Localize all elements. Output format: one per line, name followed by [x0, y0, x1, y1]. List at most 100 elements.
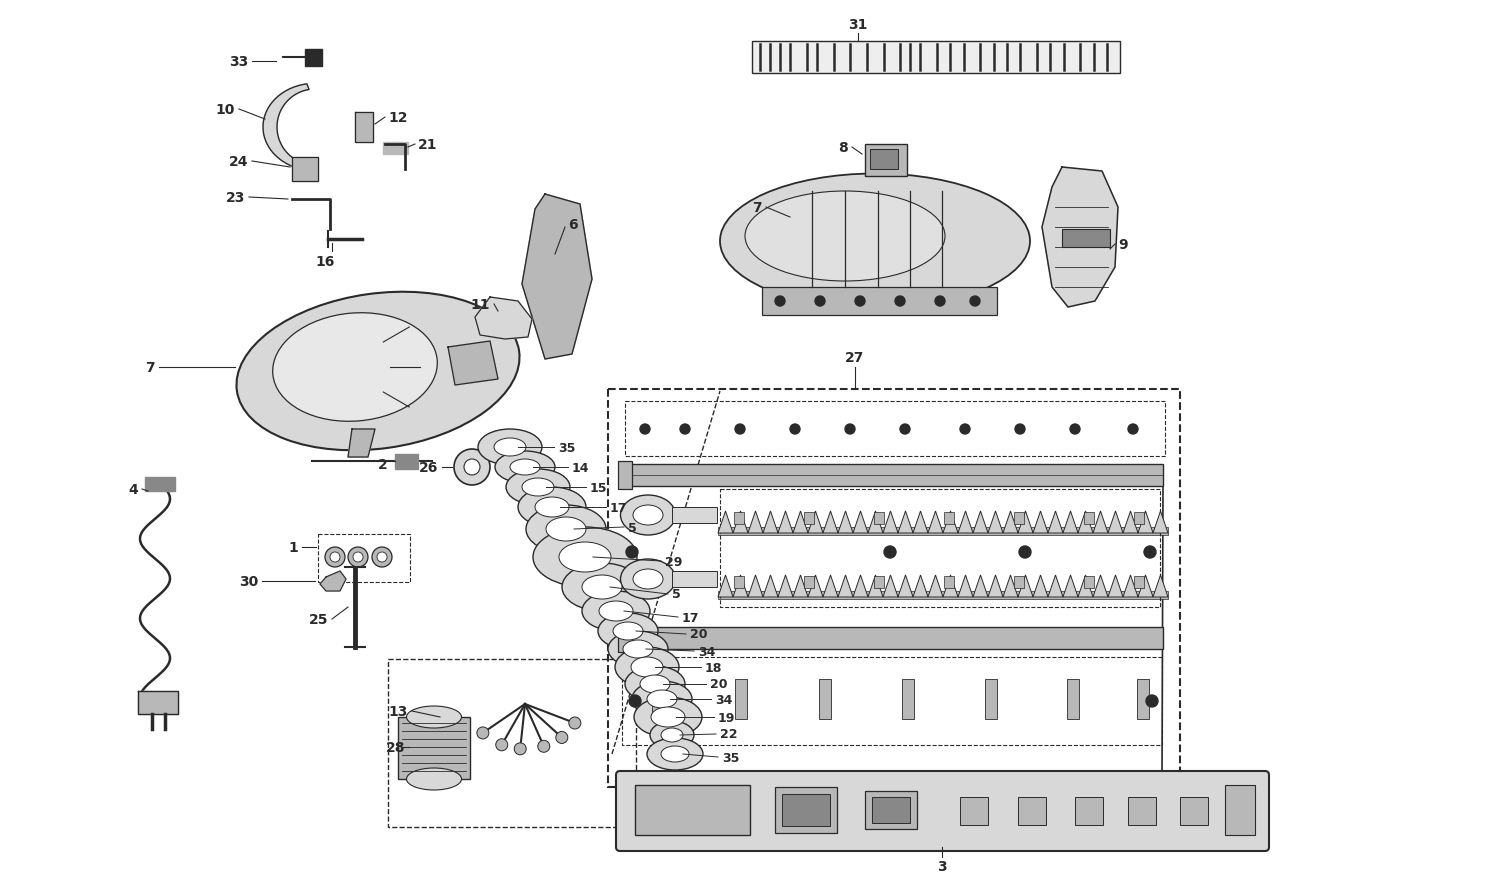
Polygon shape: [292, 158, 318, 181]
Ellipse shape: [608, 631, 668, 667]
Ellipse shape: [532, 527, 638, 587]
Polygon shape: [1154, 511, 1168, 534]
Text: 24: 24: [228, 155, 248, 169]
Polygon shape: [1124, 576, 1138, 597]
Polygon shape: [884, 511, 898, 534]
Polygon shape: [356, 113, 374, 143]
Circle shape: [1144, 546, 1156, 559]
Bar: [902, 679, 914, 719]
Bar: [1076, 797, 1102, 825]
Circle shape: [884, 546, 896, 559]
Circle shape: [514, 743, 526, 755]
Bar: [944, 512, 954, 525]
Ellipse shape: [746, 192, 945, 282]
Ellipse shape: [720, 174, 1030, 309]
Text: 25: 25: [309, 612, 328, 627]
Polygon shape: [853, 576, 868, 597]
Ellipse shape: [598, 602, 633, 621]
Polygon shape: [824, 511, 839, 534]
Text: 16: 16: [315, 255, 334, 269]
Polygon shape: [778, 576, 794, 597]
Polygon shape: [808, 576, 824, 597]
Ellipse shape: [651, 707, 686, 727]
Circle shape: [1019, 546, 1031, 559]
Ellipse shape: [526, 505, 606, 553]
Polygon shape: [304, 50, 322, 67]
Circle shape: [815, 297, 825, 307]
Bar: [1128, 797, 1156, 825]
Polygon shape: [794, 576, 808, 597]
Bar: [634, 785, 750, 835]
Text: 7: 7: [146, 360, 154, 375]
Ellipse shape: [406, 706, 462, 729]
Polygon shape: [1154, 576, 1168, 597]
Bar: [1226, 785, 1256, 835]
Circle shape: [1146, 696, 1158, 707]
Polygon shape: [320, 571, 346, 591]
Polygon shape: [262, 85, 309, 171]
Circle shape: [330, 552, 340, 562]
Text: 17: 17: [682, 611, 699, 624]
Circle shape: [790, 425, 800, 434]
Polygon shape: [1078, 511, 1094, 534]
Polygon shape: [928, 511, 944, 534]
Polygon shape: [1034, 576, 1048, 597]
Ellipse shape: [495, 451, 555, 484]
Text: 18: 18: [705, 661, 723, 674]
Bar: [734, 577, 744, 588]
Polygon shape: [448, 342, 498, 385]
Polygon shape: [748, 511, 764, 534]
Bar: [986, 679, 998, 719]
Ellipse shape: [582, 576, 622, 599]
Polygon shape: [824, 576, 839, 597]
Ellipse shape: [506, 469, 570, 505]
Polygon shape: [1004, 576, 1019, 597]
Polygon shape: [146, 477, 176, 492]
Bar: [762, 288, 998, 316]
Bar: [865, 145, 907, 177]
Text: 30: 30: [238, 574, 258, 588]
Text: 17: 17: [610, 501, 627, 514]
Bar: [734, 512, 744, 525]
Polygon shape: [348, 429, 375, 458]
Ellipse shape: [406, 768, 462, 790]
Bar: [782, 794, 830, 826]
Polygon shape: [988, 511, 1004, 534]
Bar: [652, 679, 664, 719]
Circle shape: [640, 425, 650, 434]
Polygon shape: [944, 511, 958, 534]
Ellipse shape: [560, 543, 610, 572]
Circle shape: [454, 450, 490, 485]
Bar: [628, 465, 1162, 486]
Text: 22: 22: [720, 728, 738, 740]
Circle shape: [1070, 425, 1080, 434]
Ellipse shape: [626, 666, 686, 702]
Bar: [1134, 512, 1144, 525]
Polygon shape: [794, 511, 808, 534]
Circle shape: [626, 546, 638, 559]
Ellipse shape: [621, 495, 675, 536]
Ellipse shape: [582, 591, 650, 631]
Polygon shape: [1064, 511, 1078, 534]
Text: 8: 8: [839, 141, 848, 155]
Polygon shape: [868, 576, 883, 597]
Circle shape: [960, 425, 970, 434]
Ellipse shape: [633, 505, 663, 526]
Ellipse shape: [237, 292, 519, 451]
Circle shape: [735, 425, 746, 434]
Text: 10: 10: [216, 103, 236, 117]
Circle shape: [477, 727, 489, 739]
Text: 5: 5: [672, 588, 681, 601]
Circle shape: [464, 460, 480, 476]
Text: 5: 5: [628, 521, 636, 534]
Polygon shape: [884, 576, 898, 597]
Text: 13: 13: [388, 704, 408, 718]
Text: 21: 21: [419, 138, 438, 152]
Text: 20: 20: [710, 678, 728, 691]
Circle shape: [376, 552, 387, 562]
Bar: [1014, 577, 1025, 588]
Polygon shape: [958, 511, 974, 534]
Polygon shape: [1042, 168, 1118, 308]
Ellipse shape: [614, 622, 644, 640]
Circle shape: [900, 425, 910, 434]
